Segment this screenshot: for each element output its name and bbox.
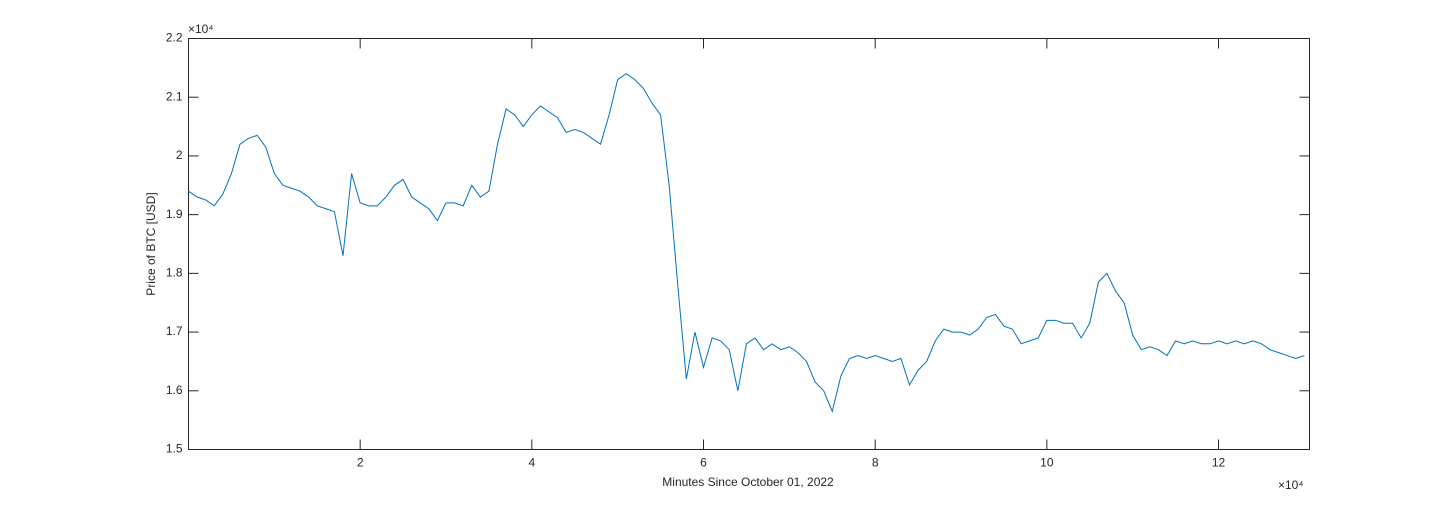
price-line — [188, 73, 1305, 413]
x-tick-label: 10 — [1040, 456, 1054, 470]
y-tick-label: 1.9 — [166, 207, 183, 221]
y-tick-label: 1.8 — [166, 266, 183, 280]
x-tick-label: 2 — [357, 456, 364, 470]
x-tick-label: 6 — [700, 456, 707, 470]
y-axis-label: Price of BTC [USD] — [144, 192, 158, 295]
y-tick-label: 1.6 — [166, 383, 183, 397]
x-tick-label: 4 — [528, 456, 535, 470]
y-multiplier: ×10⁴ — [188, 22, 214, 36]
x-tick-label: 12 — [1212, 456, 1226, 470]
x-multiplier: ×10⁴ — [1278, 478, 1304, 492]
y-tick-label: 1.7 — [166, 324, 183, 338]
y-tick-label: 2 — [176, 148, 183, 162]
y-tick-label: 2.2 — [166, 31, 183, 45]
y-tick-label: 2.1 — [166, 89, 183, 103]
axes-box — [188, 38, 1310, 450]
x-tick-label: 8 — [872, 456, 879, 470]
x-axis-label: Minutes Since October 01, 2022 — [662, 475, 834, 489]
y-tick-label: 1.5 — [166, 442, 183, 456]
